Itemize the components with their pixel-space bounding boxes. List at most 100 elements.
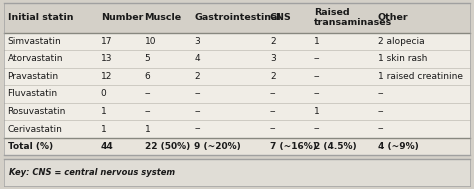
Bar <box>97 103 141 120</box>
Bar <box>97 85 141 103</box>
Text: 1 raised creatinine: 1 raised creatinine <box>378 72 463 81</box>
Text: --: -- <box>270 107 276 116</box>
Text: Raised
transaminases: Raised transaminases <box>314 8 392 27</box>
Text: --: -- <box>378 89 384 98</box>
Text: 44: 44 <box>101 142 114 151</box>
Bar <box>310 68 374 85</box>
Bar <box>374 103 470 120</box>
Bar <box>266 85 310 103</box>
Text: 1: 1 <box>145 125 150 134</box>
Bar <box>4 85 97 103</box>
Text: 2: 2 <box>194 72 200 81</box>
Text: 1: 1 <box>314 37 319 46</box>
Text: 2: 2 <box>270 37 275 46</box>
Text: 4: 4 <box>194 54 200 63</box>
Text: --: -- <box>314 54 320 63</box>
Bar <box>141 50 191 68</box>
Bar <box>97 33 141 50</box>
Text: Rosuvastatin: Rosuvastatin <box>8 107 66 116</box>
Bar <box>141 33 191 50</box>
Bar <box>374 85 470 103</box>
Text: --: -- <box>378 125 384 134</box>
Text: Cerivastatin: Cerivastatin <box>8 125 63 134</box>
Text: 1 skin rash: 1 skin rash <box>378 54 427 63</box>
Text: 3: 3 <box>270 54 276 63</box>
Bar <box>4 33 97 50</box>
Text: 5: 5 <box>145 54 150 63</box>
Text: --: -- <box>145 89 151 98</box>
Bar <box>310 120 374 138</box>
Bar <box>4 3 97 33</box>
Text: 2 (4.5%): 2 (4.5%) <box>314 142 356 151</box>
Text: 3: 3 <box>194 37 200 46</box>
Bar <box>191 33 266 50</box>
Bar <box>141 120 191 138</box>
Bar <box>97 138 141 155</box>
Text: 9 (~20%): 9 (~20%) <box>194 142 241 151</box>
Text: --: -- <box>270 89 276 98</box>
Bar <box>97 68 141 85</box>
Text: Initial statin: Initial statin <box>8 13 73 22</box>
Text: Number: Number <box>101 13 143 22</box>
Text: 1: 1 <box>101 107 107 116</box>
Text: 1: 1 <box>101 125 107 134</box>
Bar <box>266 33 310 50</box>
Text: --: -- <box>314 72 320 81</box>
Bar <box>191 3 266 33</box>
Bar <box>374 68 470 85</box>
Text: Simvastatin: Simvastatin <box>8 37 61 46</box>
Bar <box>191 68 266 85</box>
Text: Fluvastatin: Fluvastatin <box>8 89 58 98</box>
Bar <box>266 3 310 33</box>
Bar <box>374 138 470 155</box>
Text: --: -- <box>194 125 201 134</box>
Text: 2 alopecia: 2 alopecia <box>378 37 424 46</box>
Text: 22 (50%): 22 (50%) <box>145 142 190 151</box>
Bar <box>97 50 141 68</box>
Bar <box>266 120 310 138</box>
Text: --: -- <box>194 89 201 98</box>
Bar <box>310 50 374 68</box>
Text: 2: 2 <box>270 72 275 81</box>
Bar <box>141 138 191 155</box>
Text: Gastrointestinal: Gastrointestinal <box>194 13 281 22</box>
Bar <box>4 120 97 138</box>
Text: 12: 12 <box>101 72 112 81</box>
Text: Other: Other <box>378 13 409 22</box>
Bar <box>374 3 470 33</box>
Text: Atorvastatin: Atorvastatin <box>8 54 63 63</box>
Bar <box>191 120 266 138</box>
Text: 0: 0 <box>101 89 107 98</box>
Bar <box>374 33 470 50</box>
Bar <box>310 103 374 120</box>
Text: --: -- <box>145 107 151 116</box>
Bar <box>310 33 374 50</box>
Bar <box>97 120 141 138</box>
Bar <box>266 68 310 85</box>
Bar <box>141 68 191 85</box>
Text: Key: CNS = central nervous system: Key: CNS = central nervous system <box>9 168 174 177</box>
Text: Muscle: Muscle <box>145 13 182 22</box>
Bar <box>266 138 310 155</box>
Bar <box>191 85 266 103</box>
Bar <box>310 3 374 33</box>
Text: --: -- <box>378 107 384 116</box>
Bar <box>141 85 191 103</box>
Text: Pravastatin: Pravastatin <box>8 72 59 81</box>
Text: 13: 13 <box>101 54 112 63</box>
Bar <box>374 50 470 68</box>
Bar <box>4 159 470 186</box>
Bar <box>310 138 374 155</box>
Text: 4 (~9%): 4 (~9%) <box>378 142 419 151</box>
Text: 7 (~16%): 7 (~16%) <box>270 142 317 151</box>
Bar <box>310 85 374 103</box>
Text: 17: 17 <box>101 37 112 46</box>
Bar <box>191 50 266 68</box>
Bar <box>97 3 141 33</box>
Bar <box>4 103 97 120</box>
Bar <box>4 50 97 68</box>
Text: --: -- <box>314 125 320 134</box>
Text: --: -- <box>314 89 320 98</box>
Bar <box>141 103 191 120</box>
Bar <box>266 50 310 68</box>
